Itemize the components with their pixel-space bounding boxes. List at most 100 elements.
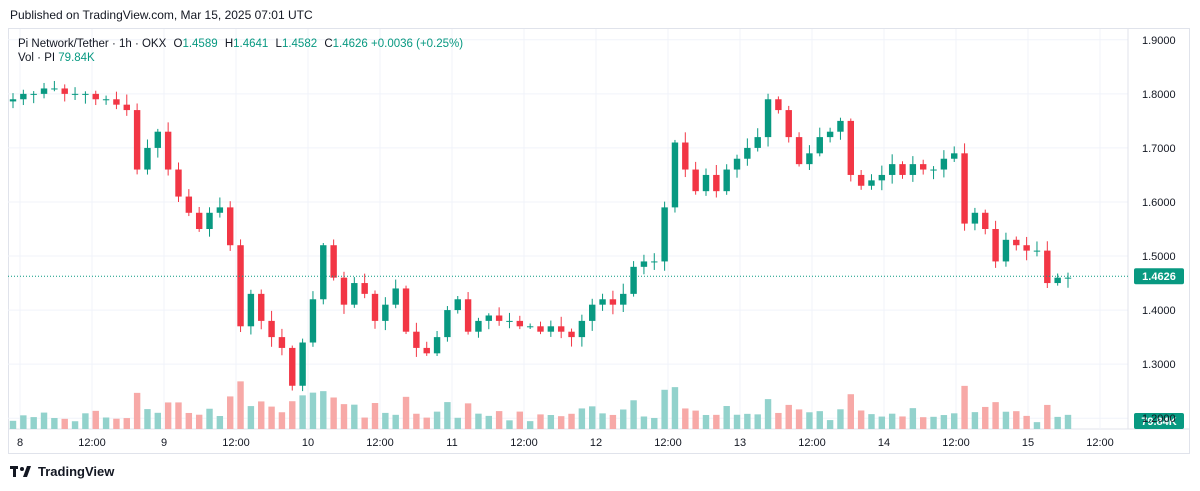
candle-body [630, 266, 637, 294]
candle-body [713, 174, 720, 192]
tradingview-logo-icon [10, 465, 31, 477]
candle-body [806, 153, 813, 165]
open-label: O [173, 38, 183, 50]
x-tick-label: 11 [446, 437, 457, 449]
candle-body [568, 331, 575, 338]
volume-bar [495, 411, 503, 429]
y-axis: 1.9000 1.8000 1.7000 1.6000 1.5000 1.4000 1.30… [1142, 35, 1176, 425]
candle-body [361, 283, 368, 294]
volume-bar [754, 414, 761, 429]
candle-body [475, 320, 482, 332]
candle-body [444, 310, 451, 338]
volume-bar [20, 415, 27, 429]
volume-bar [454, 417, 461, 429]
candle-body [258, 293, 265, 321]
volume-bar [899, 416, 906, 429]
volume-bar [226, 396, 234, 429]
published-caption: Published on TradingView.com, Mar 15, 20… [10, 8, 313, 22]
candle-body [320, 245, 327, 300]
candle-body [20, 93, 27, 100]
candle-body [661, 207, 668, 262]
candle-body [971, 212, 979, 224]
volume-bar [744, 413, 751, 429]
candle-body [237, 245, 244, 327]
candle-body [330, 245, 337, 278]
volume-bar [609, 414, 617, 429]
volume-bar [671, 387, 679, 429]
candle-body [51, 88, 58, 90]
candle-body [516, 320, 524, 327]
candle-body [992, 229, 999, 262]
candle-body [216, 207, 224, 213]
candle-body [609, 299, 617, 305]
change-value: +0.0036 (+0.25%) [371, 38, 464, 50]
x-tick-label: 12:00 [222, 437, 250, 449]
volume-bar [61, 418, 68, 429]
volume-bar [206, 408, 213, 429]
chart-frame[interactable] [8, 28, 1190, 454]
candle-body [92, 93, 99, 100]
volume-bar [961, 385, 968, 429]
last-volume-badge [1134, 413, 1184, 429]
candle-body [454, 299, 461, 311]
x-tick-label: 9 [161, 437, 167, 449]
volume-bar [444, 402, 451, 429]
candle-body [185, 196, 193, 213]
open-value: 1.4589 [182, 38, 218, 50]
volume-bar [154, 412, 162, 429]
volume-bar [1064, 414, 1072, 429]
candle-body [495, 315, 503, 321]
candle-body [485, 315, 492, 321]
last-price-badge [1134, 268, 1184, 285]
x-tick-label: 12:00 [510, 437, 538, 449]
volume-bar [547, 415, 555, 429]
candle-body [392, 288, 399, 305]
candle-body [557, 326, 565, 332]
volume-bar [568, 413, 575, 429]
volume-bar [733, 414, 741, 429]
volume-bar [30, 417, 37, 429]
volume-bar [464, 403, 472, 429]
volume-bar [971, 412, 979, 429]
last-price-label: 1.4626 [1142, 271, 1176, 283]
volume-bar [485, 415, 492, 429]
candle-body [464, 299, 472, 332]
x-tick-label: 13 [734, 437, 746, 449]
x-tick-label: 12:00 [942, 437, 970, 449]
volume-bar [537, 414, 544, 429]
volume-bar [351, 404, 358, 429]
grid [8, 29, 1190, 430]
volume-bar [992, 402, 999, 429]
brand-name[interactable]: TradingView [38, 464, 115, 479]
candle-body [1013, 239, 1020, 246]
candle-body [982, 212, 989, 229]
x-tick-label: 12:00 [798, 437, 826, 449]
y-tick-label: 1.2000 [1142, 413, 1176, 425]
candle-body [640, 261, 648, 267]
volume-bar [164, 402, 172, 429]
volume-bar [775, 412, 782, 429]
candle-body [123, 104, 130, 111]
candle-body [351, 283, 358, 305]
x-tick-label: 12 [590, 437, 602, 449]
volume-bar [847, 394, 855, 429]
candle-body [578, 320, 586, 338]
volume-bar [423, 417, 430, 429]
candle-body [702, 174, 710, 192]
volume-bar [640, 416, 648, 429]
volume-bar [1044, 404, 1051, 429]
symbol-label: Pi Network/Tether · 1h · OKX [18, 38, 167, 50]
candle-body [795, 137, 803, 165]
volume-bar [909, 408, 917, 429]
candle-body [1044, 250, 1051, 284]
candle-body [754, 137, 761, 148]
volume-bar [320, 391, 327, 429]
high-value: 1.4641 [233, 38, 269, 50]
volume-bar [1054, 416, 1061, 429]
volume-bar [82, 413, 89, 429]
volume-bar [216, 416, 224, 429]
volume-bar [413, 413, 420, 429]
volume-bar [433, 411, 441, 429]
candle-body [1002, 239, 1010, 262]
